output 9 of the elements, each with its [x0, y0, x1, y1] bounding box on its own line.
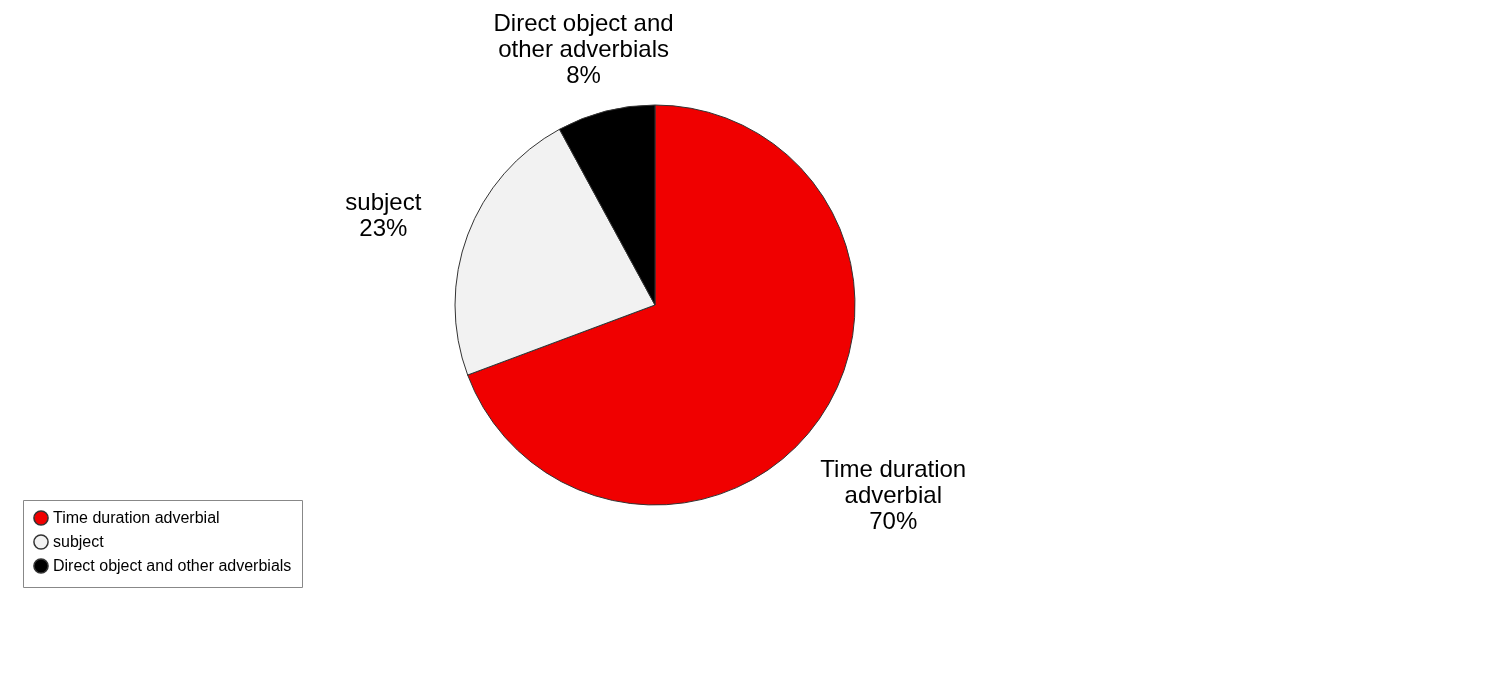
slice-label: Direct object and other adverbials — [493, 8, 674, 62]
data-label: 23% — [359, 214, 408, 242]
slice-label: subject — [345, 188, 422, 216]
data-label: 8% — [566, 60, 601, 88]
slice-label: Time duration adverbial — [820, 455, 967, 509]
legend-label: subject — [53, 533, 105, 550]
data-label: 70% — [869, 507, 918, 535]
legend-label: Direct object and other adverbials — [53, 557, 292, 574]
legend-label: Time duration adverbial — [53, 509, 220, 526]
